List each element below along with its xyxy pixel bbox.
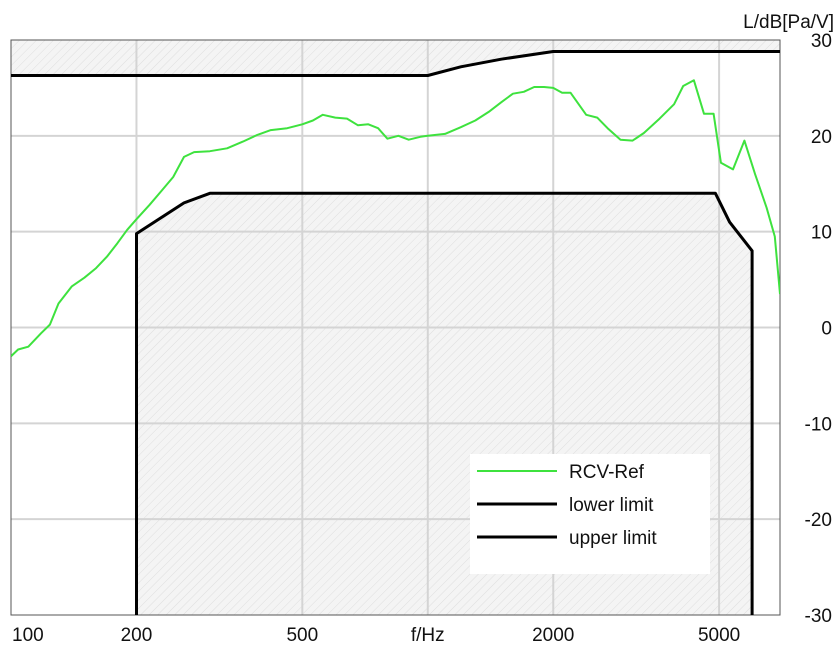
x-tick-labels: 100 200 500 f/Hz 2000 5000 — [12, 625, 740, 646]
x-tick-label: 2000 — [532, 625, 574, 646]
plot-frame — [10, 39, 781, 616]
y-tick-label: -10 — [805, 414, 832, 435]
series-group — [11, 50, 780, 615]
y-tick-label: -30 — [805, 606, 832, 627]
rcv-ref-line — [11, 79, 780, 358]
y-tick-label: -20 — [805, 510, 832, 531]
legend-box — [470, 454, 710, 574]
lower-limit-line — [135, 191, 754, 615]
upper-limit-line — [11, 50, 780, 77]
y-tick-label: 20 — [811, 127, 832, 148]
legend: RCV-Ref lower limit upper limit — [470, 454, 710, 574]
y-tick-label: 10 — [811, 223, 832, 244]
x-tick-label: 5000 — [698, 625, 740, 646]
x-tick-label: f/Hz — [411, 625, 445, 646]
upper-limit-region — [11, 40, 780, 76]
y-tick-labels: 30 20 10 0 -10 -20 -30 — [805, 31, 832, 627]
legend-label: upper limit — [569, 528, 657, 549]
y-tick-label: 30 — [811, 31, 832, 52]
x-tick-label: 500 — [286, 625, 318, 646]
legend-label: lower limit — [569, 495, 654, 516]
y-tick-label: 0 — [821, 319, 832, 340]
x-tick-label: 200 — [121, 625, 153, 646]
legend-label: RCV-Ref — [569, 462, 645, 483]
y-axis-label: L/dB[Pa/V] — [743, 12, 834, 33]
x-tick-label: 100 — [12, 625, 44, 646]
